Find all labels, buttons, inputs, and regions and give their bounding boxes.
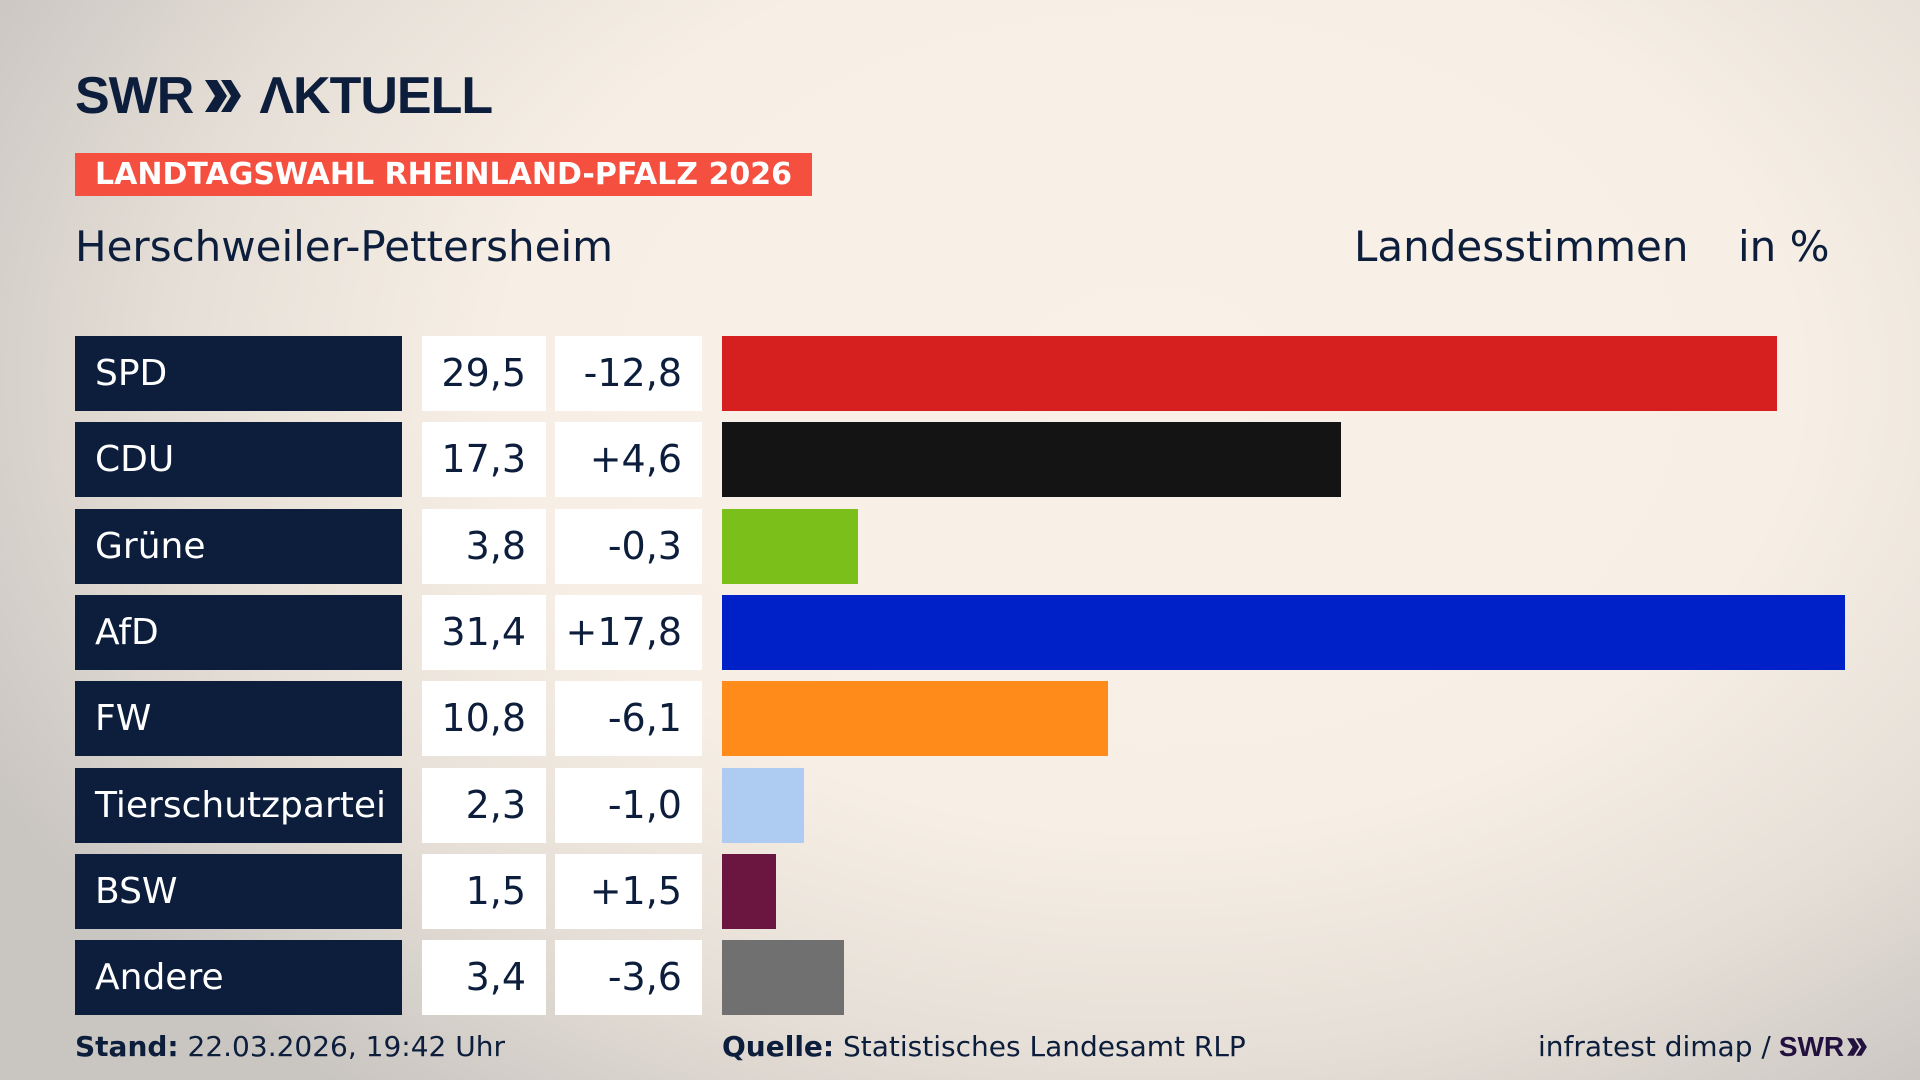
swr-aktuell-logo: SWR ΛKTUELL xyxy=(75,66,493,126)
result-row: BSW 1,5 +1,5 xyxy=(0,853,1920,929)
result-row: FW 10,8 -6,1 xyxy=(0,681,1920,757)
result-bar xyxy=(722,336,1778,411)
source-label: Quelle: xyxy=(722,1030,835,1063)
vote-share: 31,4 xyxy=(422,594,546,670)
vote-change: -12,8 xyxy=(555,336,702,411)
vote-share: 2,3 xyxy=(422,767,546,843)
source-info: Quelle: Statistisches Landesamt RLP xyxy=(722,1030,1246,1063)
result-bar xyxy=(722,681,1109,757)
vote-share: 3,8 xyxy=(422,508,546,584)
result-bar xyxy=(722,594,1845,670)
vote-change: -6,1 xyxy=(555,681,702,757)
result-row: SPD 29,5 -12,8 xyxy=(0,336,1920,411)
result-row: CDU 17,3 +4,6 xyxy=(0,422,1920,498)
result-bar xyxy=(722,508,858,584)
vote-share: 10,8 xyxy=(422,681,546,757)
election-tag: LANDTAGSWAHL RHEINLAND-PFALZ 2026 xyxy=(75,153,812,196)
party-label: Tierschutzpartei xyxy=(75,767,402,843)
vote-share: 29,5 xyxy=(422,336,546,411)
party-label: SPD xyxy=(75,336,402,411)
vote-change: +4,6 xyxy=(555,422,702,498)
party-label: FW xyxy=(75,681,402,757)
result-bar xyxy=(722,767,805,843)
result-bar xyxy=(722,422,1341,498)
credit-swr-logo: SWR xyxy=(1778,1030,1845,1062)
vote-change: +1,5 xyxy=(555,853,702,929)
location-title: Herschweiler-Pettersheim xyxy=(75,222,614,271)
party-label: AfD xyxy=(75,594,402,670)
logo-aktuell: ΛKTUELL xyxy=(259,67,493,125)
logo-swr: SWR xyxy=(75,67,194,125)
stand-label: Stand: xyxy=(75,1030,179,1063)
result-bar xyxy=(722,940,844,1016)
result-row: Tierschutzpartei 2,3 -1,0 xyxy=(0,767,1920,843)
double-chevron-icon xyxy=(1847,1037,1868,1056)
vote-change: -1,0 xyxy=(555,767,702,843)
measure-label: Landesstimmen xyxy=(1354,222,1689,271)
vote-change: +17,8 xyxy=(555,594,702,670)
stand-value: 22.03.2026, 19:42 Uhr xyxy=(187,1030,505,1063)
result-row: AfD 31,4 +17,8 xyxy=(0,594,1920,670)
double-chevron-icon xyxy=(205,80,242,112)
credit-text: infratest dimap / xyxy=(1538,1030,1771,1063)
party-label: CDU xyxy=(75,422,402,498)
stand-info: Stand: 22.03.2026, 19:42 Uhr xyxy=(75,1030,505,1063)
source-value: Statistisches Landesamt RLP xyxy=(843,1030,1246,1063)
vote-change: -0,3 xyxy=(555,508,702,584)
party-label: Andere xyxy=(75,940,402,1016)
vote-change: -3,6 xyxy=(555,940,702,1016)
credit-info: infratest dimap / SWR xyxy=(1538,1030,1868,1063)
vote-share: 1,5 xyxy=(422,853,546,929)
vote-share: 17,3 xyxy=(422,422,546,498)
party-label: BSW xyxy=(75,853,402,929)
unit-label: in % xyxy=(1738,222,1830,271)
vote-share: 3,4 xyxy=(422,940,546,1016)
party-label: Grüne xyxy=(75,508,402,584)
result-row: Andere 3,4 -3,6 xyxy=(0,940,1920,1016)
result-bar xyxy=(722,853,776,929)
result-row: Grüne 3,8 -0,3 xyxy=(0,508,1920,584)
